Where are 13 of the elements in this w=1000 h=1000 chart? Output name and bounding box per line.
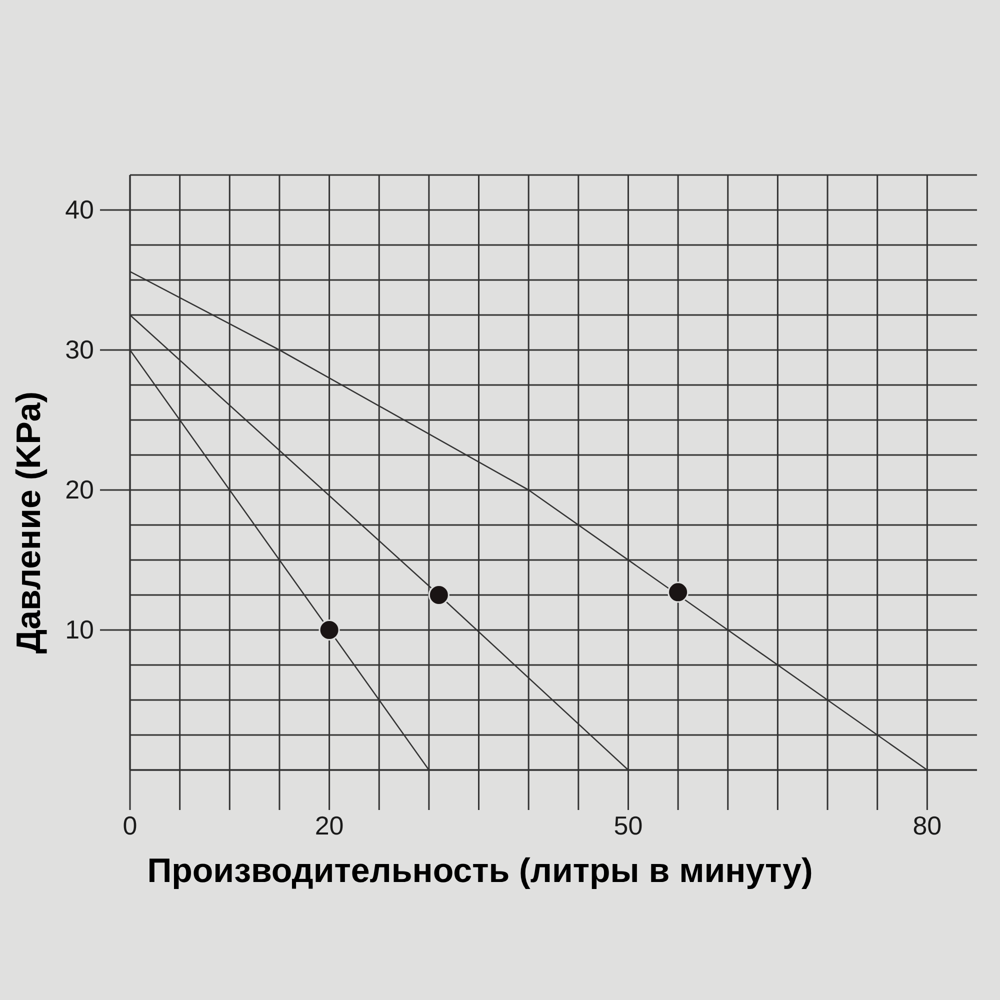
y-tick-label: 30: [65, 334, 94, 364]
x-tick-label: 50: [614, 810, 643, 840]
x-tick-label: 20: [314, 810, 344, 840]
y-tick-label: 40: [65, 194, 94, 224]
y-tick-label: 20: [65, 474, 94, 504]
y-axis-title: Давление (KPa): [10, 391, 48, 654]
x-tick-label: 80: [912, 810, 942, 840]
x-tick-label: 0: [122, 810, 138, 840]
point: [318, 619, 340, 641]
y-tick-label: 10: [65, 614, 94, 644]
x-axis-title: Производительность (литры в минуту): [147, 852, 813, 890]
point: [428, 584, 450, 606]
point: [668, 582, 689, 603]
